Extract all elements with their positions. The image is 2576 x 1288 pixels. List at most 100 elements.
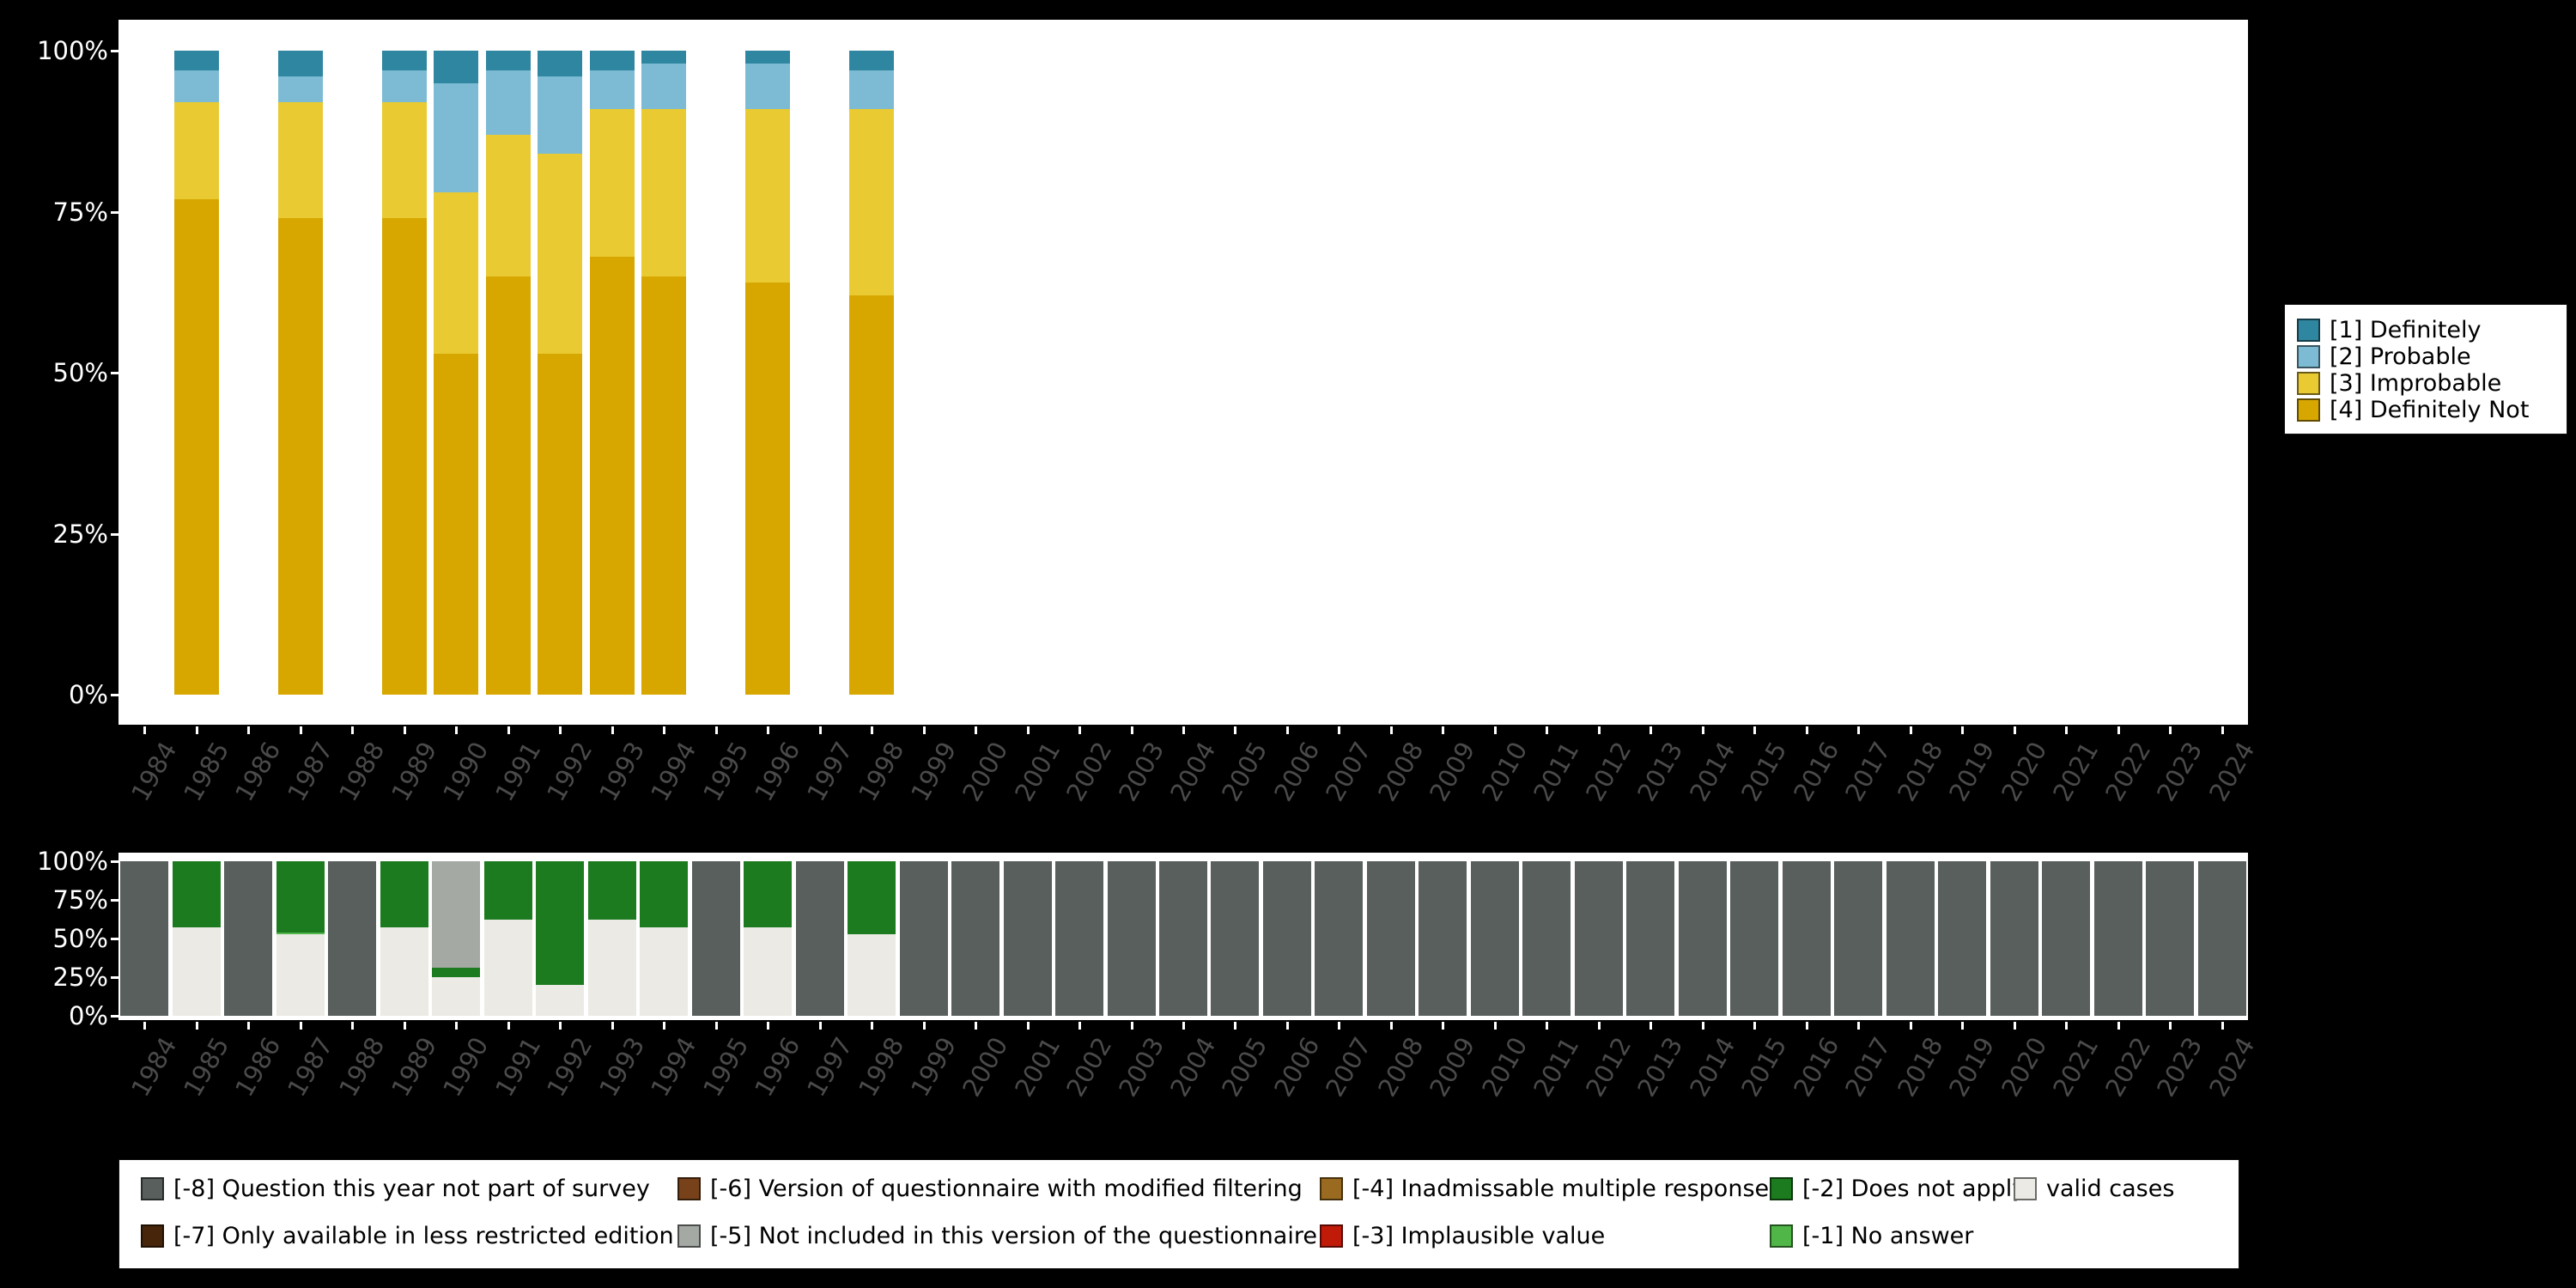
bar-segment--8-2014	[1678, 861, 1727, 1016]
bar-segment-4-1991	[485, 276, 531, 695]
bottom-chart-x-tick-mark	[455, 1022, 459, 1030]
top-chart-x-tick-mark	[351, 726, 355, 734]
bar-segment--2-1989	[380, 861, 428, 928]
missing-legend-item-valid: valid cases	[2014, 1176, 2174, 1202]
top-chart-x-tick-label-2006: 2006	[1268, 737, 1326, 806]
bottom-chart-x-tick-mark	[663, 1022, 666, 1030]
bar-segment-valid-1993	[587, 920, 636, 1016]
bottom-chart-y-tick-label: 25%	[52, 963, 108, 992]
top-chart-x-tick-mark	[922, 726, 926, 734]
bar-segment--8-2002	[1055, 861, 1104, 1016]
missing-legend-label--3: [-3] Implausible value	[1352, 1223, 1606, 1249]
bar-segment--8-2010	[1470, 861, 1519, 1016]
bar-segment-1-1991	[485, 51, 531, 70]
bottom-chart-x-tick-label-2000: 2000	[957, 1032, 1014, 1102]
bottom-chart-x-tick-label-1985: 1985	[177, 1032, 235, 1102]
top-chart-x-tick-mark	[2169, 726, 2172, 734]
response-categories-legend: [1] Definitely [2] Probable [3] Improbable…	[2284, 304, 2567, 434]
bar-segment--1-1987	[276, 932, 325, 934]
bottom-chart-x-tick-label-2010: 2010	[1476, 1032, 1534, 1102]
bar-segment-4-1987	[277, 218, 323, 695]
bar-segment-valid-1998	[848, 933, 896, 1016]
bar-segment-1-1996	[745, 51, 791, 64]
missing-legend-swatch--1	[1770, 1224, 1793, 1248]
bar-segment--8-2000	[951, 861, 1000, 1016]
response-legend-label-2: [2] Probable	[2330, 343, 2471, 370]
bar-segment-valid-1989	[380, 927, 428, 1016]
bottom-chart-x-tick-mark	[1857, 1022, 1861, 1030]
top-chart-x-tick-label-2013: 2013	[1631, 737, 1689, 806]
top-chart-x-tick-label-1985: 1985	[177, 737, 235, 806]
response-legend-swatch-3	[2297, 372, 2320, 395]
bar-segment--8-2004	[1159, 861, 1207, 1016]
bar-segment-3-1985	[173, 102, 219, 199]
bar-segment-3-1998	[849, 108, 895, 295]
missing-legend-item--3: [-3] Implausible value	[1320, 1223, 1605, 1249]
bottom-chart-x-tick-label-2004: 2004	[1164, 1032, 1222, 1102]
bottom-chart-x-tick-label-1997: 1997	[800, 1032, 859, 1102]
bar-segment-valid-1996	[744, 927, 793, 1016]
bar-segment--8-1984	[120, 861, 169, 1016]
bottom-chart-x-tick-mark	[2065, 1022, 2069, 1030]
top-chart-x-tick-label-1996: 1996	[749, 737, 806, 806]
missing-legend-swatch--8	[141, 1177, 164, 1200]
bar-segment--8-1995	[691, 861, 740, 1016]
missing-legend-swatch-valid	[2014, 1177, 2037, 1200]
bar-segment--2-1987	[276, 861, 325, 933]
missing-legend-item--4: [-4] Inadmissable multiple response	[1320, 1176, 1769, 1202]
top-chart-x-tick-mark	[1130, 726, 1133, 734]
top-chart-x-tick-mark	[2065, 726, 2069, 734]
top-chart-x-tick-label-2009: 2009	[1424, 737, 1481, 806]
bottom-chart-y-tick-label: 100%	[37, 847, 108, 876]
bar-segment-2-1998	[849, 70, 895, 109]
top-chart-y-tick-mark	[111, 532, 118, 536]
top-chart-x-tick-mark	[818, 726, 822, 734]
top-chart-x-tick-label-1998: 1998	[853, 737, 910, 806]
bar-segment--8-2007	[1315, 861, 1364, 1016]
missing-values-legend: [-8] Question this year not part of surv…	[118, 1159, 2239, 1269]
bottom-chart-y-tick-mark	[111, 860, 118, 863]
top-chart-x-tick-label-2021: 2021	[2047, 737, 2105, 806]
bar-segment-valid-1990	[432, 977, 481, 1016]
bottom-chart-x-tick-mark	[922, 1022, 926, 1030]
bottom-chart-x-tick-mark	[871, 1022, 874, 1030]
top-chart-x-tick-mark	[247, 726, 251, 734]
top-chart-x-tick-mark	[1649, 726, 1653, 734]
bar-segment--2-1996	[744, 861, 793, 928]
bar-segment-4-1985	[173, 198, 219, 695]
bar-segment-3-1996	[745, 108, 791, 283]
missing-legend-label--1: [-1] No answer	[1802, 1223, 1974, 1249]
missing-legend-label--8: [-8] Question this year not part of surv…	[173, 1176, 650, 1202]
top-chart-x-tick-label-2004: 2004	[1164, 737, 1222, 806]
response-legend-label-3: [3] Improbable	[2330, 370, 2502, 397]
bar-segment-1-1993	[589, 51, 635, 70]
top-chart-x-tick-mark	[1026, 726, 1030, 734]
bottom-chart-y-tick-mark	[111, 976, 118, 979]
bottom-chart-x-tick-mark	[1285, 1022, 1289, 1030]
top-chart-y-tick-label: 0%	[68, 680, 108, 709]
bar-segment--8-2021	[2042, 861, 2091, 1016]
missing-legend-item--1: [-1] No answer	[1770, 1223, 1973, 1249]
top-chart-x-tick-mark	[1753, 726, 1757, 734]
bar-segment-2-1990	[434, 82, 479, 192]
response-legend-label-4: [4] Definitely Not	[2330, 397, 2530, 423]
bottom-chart-x-tick-label-2020: 2020	[1995, 1032, 2053, 1102]
bottom-chart-x-tick-mark	[611, 1022, 614, 1030]
top-chart-x-tick-mark	[455, 726, 459, 734]
bottom-chart-x-tick-mark	[247, 1022, 251, 1030]
top-chart-x-tick-mark	[2221, 726, 2224, 734]
bottom-chart-x-tick-mark	[403, 1022, 406, 1030]
bottom-chart-x-tick-mark	[299, 1022, 302, 1030]
bar-segment-4-1996	[745, 283, 791, 695]
bar-segment-2-1991	[485, 70, 531, 135]
bar-segment--8-1997	[795, 861, 844, 1016]
top-chart-x-tick-mark	[507, 726, 510, 734]
bar-segment-4-1989	[381, 218, 427, 695]
bar-segment--8-2005	[1211, 861, 1260, 1016]
bottom-chart-x-tick-label-1999: 1999	[904, 1032, 962, 1102]
bottom-chart-x-tick-label-1993: 1993	[592, 1032, 651, 1102]
bottom-chart-x-tick-mark	[2117, 1022, 2120, 1030]
missing-legend-swatch--5	[677, 1224, 701, 1248]
missing-legend-item--6: [-6] Version of questionnaire with modif…	[677, 1176, 1303, 1202]
bar-segment-valid-1992	[536, 985, 585, 1016]
